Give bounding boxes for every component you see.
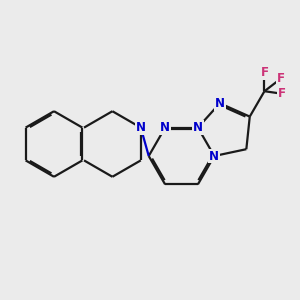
Text: N: N <box>215 97 225 110</box>
Text: N: N <box>136 121 146 134</box>
Text: F: F <box>277 72 285 85</box>
Text: N: N <box>193 121 203 134</box>
Text: N: N <box>160 121 170 134</box>
Text: N: N <box>209 149 219 163</box>
Text: F: F <box>260 66 268 79</box>
Text: F: F <box>278 87 286 100</box>
